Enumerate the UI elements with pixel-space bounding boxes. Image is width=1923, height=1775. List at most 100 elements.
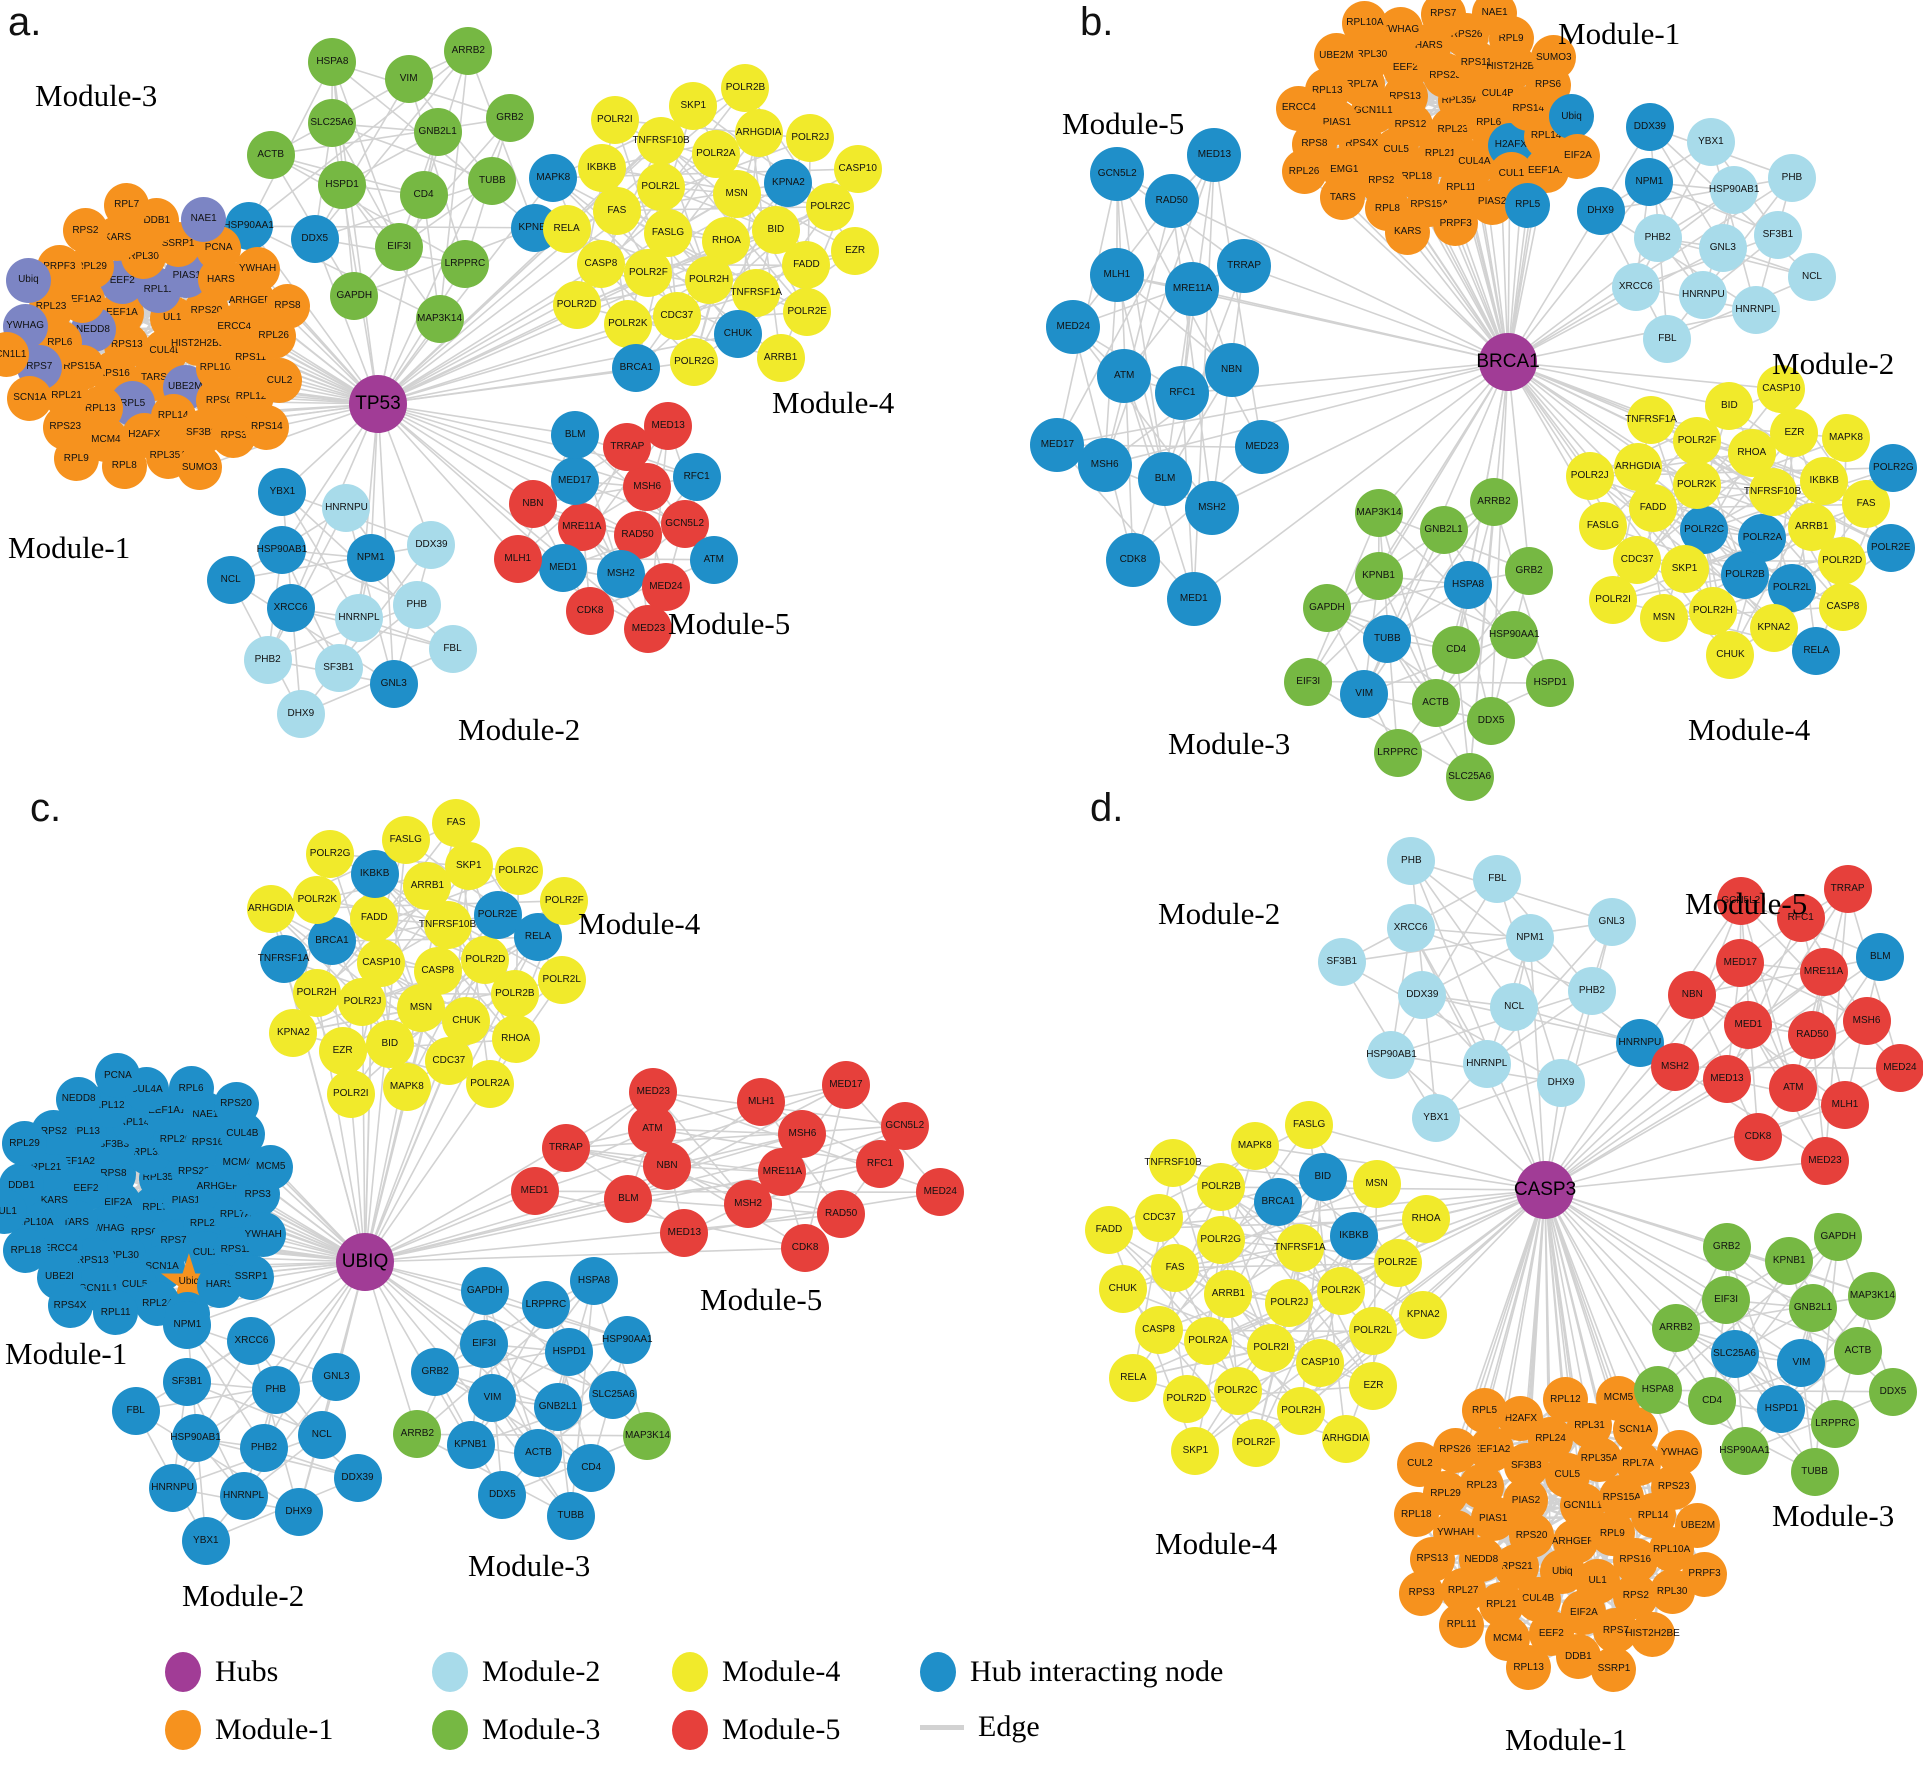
node-label: VIM bbox=[1355, 688, 1374, 700]
node-label: DHX9 bbox=[285, 1505, 313, 1517]
node-label: HNRNPU bbox=[1618, 1036, 1662, 1048]
node-label: FBL bbox=[1658, 332, 1677, 344]
node-kpnb1: KPNB1 bbox=[1354, 551, 1403, 600]
node-ezr: EZR bbox=[1770, 408, 1819, 457]
node-label: PIAS2 bbox=[1511, 1494, 1541, 1506]
node-label: RPS8 bbox=[1301, 138, 1328, 150]
node-label: SLC25A6 bbox=[1448, 771, 1492, 783]
edge bbox=[1691, 993, 1846, 1107]
node-polr2k: POLR2K bbox=[1672, 461, 1721, 510]
node-polr2f: POLR2F bbox=[1231, 1419, 1280, 1468]
edge bbox=[1103, 200, 1173, 466]
edge bbox=[1544, 1189, 1727, 1248]
legend-label: Hubs bbox=[215, 1655, 279, 1688]
edge bbox=[1544, 1066, 1676, 1191]
node-label: NCL bbox=[1801, 271, 1822, 283]
node-label: TNFRSF1A bbox=[1625, 414, 1677, 426]
node-polr2a: POLR2A bbox=[1184, 1316, 1233, 1365]
node-label: RPL23 bbox=[1466, 1480, 1498, 1492]
node-cd4: CD4 bbox=[399, 171, 448, 220]
node-polr2i: POLR2I bbox=[1589, 575, 1638, 624]
node-label: MRE11A bbox=[562, 521, 602, 533]
legend-item-module-3: Module-3 bbox=[432, 1710, 600, 1750]
node-label: PHB bbox=[406, 598, 428, 610]
node-skp1: SKP1 bbox=[1171, 1426, 1220, 1475]
node-polr2k: POLR2K bbox=[1316, 1266, 1365, 1315]
node-dhx9: DHX9 bbox=[274, 1487, 323, 1536]
module-label-text: Module-3 bbox=[1168, 726, 1291, 761]
node-lrpprc: LRPPRC bbox=[440, 240, 489, 289]
module-label-text: Module-4 bbox=[1688, 712, 1811, 747]
node-msn: MSN bbox=[1352, 1160, 1401, 1209]
node-hsp90ab1: HSP90AB1 bbox=[257, 525, 307, 574]
node-label: MED1 bbox=[549, 561, 577, 573]
node-label: MSH6 bbox=[1090, 459, 1119, 471]
node-label: MED17 bbox=[829, 1078, 863, 1090]
node-label: KPNA2 bbox=[772, 177, 805, 189]
node-polr2l: POLR2L bbox=[537, 956, 586, 1005]
node-label: ACTB bbox=[1844, 1344, 1872, 1356]
node-hspa8: HSPA8 bbox=[569, 1256, 618, 1305]
node-label: SSRP1 bbox=[1597, 1663, 1631, 1675]
node-arrb2: ARRB2 bbox=[393, 1410, 442, 1459]
node-label: PIAS1 bbox=[172, 269, 201, 281]
node-dhx9: DHX9 bbox=[276, 690, 325, 739]
node-mre11a: MRE11A bbox=[1799, 947, 1848, 996]
node-label: MED23 bbox=[636, 1085, 670, 1097]
node-label: POLR2A bbox=[1188, 1334, 1228, 1346]
node-label: EIF2A bbox=[1570, 1606, 1598, 1618]
node-npm1: NPM1 bbox=[1506, 913, 1555, 962]
node-ddx5: DDX5 bbox=[290, 214, 339, 263]
node-label: HNRNPL bbox=[1735, 304, 1777, 316]
node-label: FAS bbox=[1165, 1261, 1185, 1273]
node-eif2a: EIF2A bbox=[1555, 133, 1601, 179]
module-label-a-module-1: Module-1 bbox=[8, 530, 130, 566]
node-label: POLR2K bbox=[1321, 1284, 1361, 1296]
node-label: MSH2 bbox=[1198, 501, 1226, 513]
node-kars: KARS bbox=[1385, 209, 1431, 255]
node-label: GCN1L1 bbox=[0, 348, 27, 360]
edge bbox=[1307, 361, 1509, 682]
node-ddx39: DDX39 bbox=[1625, 103, 1674, 152]
node-label: CUL2 bbox=[1407, 1458, 1433, 1470]
node-label: MAPK8 bbox=[389, 1081, 424, 1093]
edge bbox=[1544, 1189, 1727, 1301]
node-label: ATM bbox=[1783, 1082, 1804, 1094]
node-label: GRB2 bbox=[421, 1365, 449, 1377]
edge bbox=[1483, 1189, 1546, 1412]
node-label: RPL14 bbox=[1637, 1509, 1669, 1521]
node-label: CASP8 bbox=[1826, 600, 1860, 612]
node-label: DHX9 bbox=[1547, 1077, 1575, 1089]
node-gcn5l2: GCN5L2 bbox=[880, 1101, 929, 1150]
node-atm: ATM bbox=[689, 535, 738, 584]
node-label: POLR2I bbox=[1595, 593, 1631, 605]
node-hsp90aa1: HSP90AA1 bbox=[602, 1315, 653, 1364]
node-arhgdia: ARHGDIA bbox=[246, 885, 295, 934]
module-label-b-module-2: Module-2 bbox=[1772, 346, 1894, 382]
node-label: POLR2D bbox=[1166, 1393, 1207, 1405]
node-hnrnpl: HNRNPL bbox=[219, 1471, 268, 1520]
node-label: RELA bbox=[524, 931, 552, 943]
node-ywhah: YWHAH bbox=[240, 1212, 286, 1258]
node-label: YWHAH bbox=[244, 1228, 282, 1240]
node-label: XRCC6 bbox=[273, 602, 308, 614]
node-polr2b: POLR2B bbox=[1197, 1163, 1246, 1212]
node-label: FADD bbox=[793, 259, 820, 271]
node-hnrnpl: HNRNPL bbox=[1731, 286, 1780, 335]
node-label: IKBKB bbox=[1339, 1229, 1369, 1241]
node-label: POLR2H bbox=[689, 273, 730, 285]
node-label: RPS20 bbox=[1515, 1529, 1548, 1541]
node-ybx1: YBX1 bbox=[181, 1516, 230, 1565]
node-trrap: TRRAP bbox=[541, 1123, 590, 1172]
node-label: POLR2J bbox=[791, 132, 830, 144]
node-grb2: GRB2 bbox=[485, 94, 534, 143]
node-ncl: NCL bbox=[1490, 982, 1539, 1031]
node-rpl5: RPL5 bbox=[1505, 182, 1551, 228]
node-polr2k: POLR2K bbox=[293, 875, 342, 924]
module-label-d-module-3: Module-3 bbox=[1772, 1498, 1894, 1534]
legend-item-module-4: Module-4 bbox=[672, 1652, 840, 1692]
node-xrcc6: XRCC6 bbox=[266, 584, 315, 633]
node-label: POLR2H bbox=[1692, 604, 1733, 616]
legend-item-module-2: Module-2 bbox=[432, 1652, 600, 1692]
edge bbox=[377, 403, 576, 436]
